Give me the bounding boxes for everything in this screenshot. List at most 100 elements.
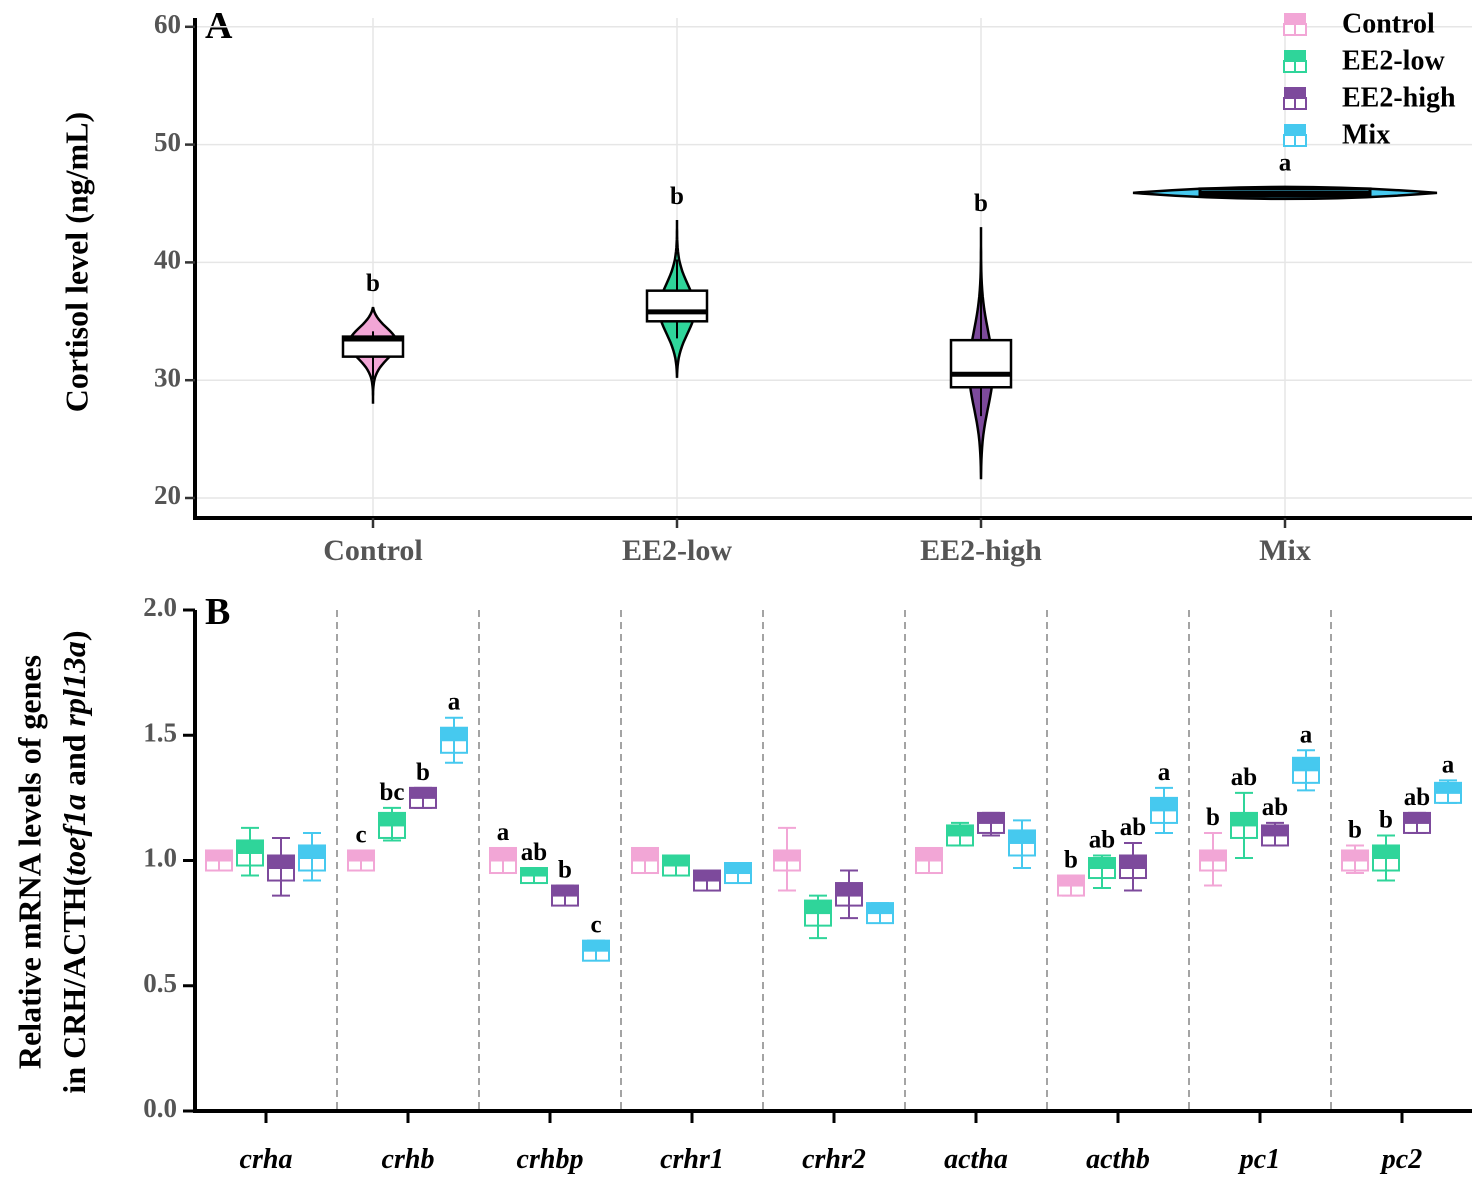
box-ee2-low-crhbp <box>520 867 548 885</box>
box-ee2-low-pc2 <box>1372 834 1400 882</box>
box-control-actha <box>915 846 943 875</box>
box-upper <box>1434 781 1462 794</box>
ylabel-prefix: in CRH/ACTH( <box>56 876 92 1094</box>
box-upper <box>631 846 659 862</box>
box-mix-pc1 <box>1292 749 1320 792</box>
legend-entry: EE2-high <box>1283 82 1456 113</box>
significance-letter: b <box>1348 816 1362 843</box>
box-mix-acthb <box>1150 786 1178 834</box>
gene-label: actha <box>944 1144 1008 1175</box>
box-ee2-high-crhbp <box>551 884 579 907</box>
gene-label: pc1 <box>1238 1144 1280 1175</box>
significance-letter: a <box>1442 751 1455 778</box>
box-upper <box>1261 824 1289 837</box>
box-ee2-low-crhr2 <box>804 894 832 940</box>
box-ee2-high-acthb <box>1119 841 1147 892</box>
y-tick-label: 0.0 <box>143 1093 177 1123</box>
y-tick-label: 2.0 <box>143 592 177 622</box>
legend-label: EE2-high <box>1342 82 1456 113</box>
box-upper <box>693 869 721 882</box>
significance-letter: b <box>974 190 988 217</box>
box-ee2-high <box>949 338 1013 389</box>
legend-swatch-fill <box>1284 124 1306 135</box>
box-mix-crhbp <box>582 939 610 962</box>
box-ee2-high-pc1 <box>1261 821 1289 847</box>
y-tick-label: 60 <box>154 9 181 39</box>
box-ee2-low-pc1 <box>1230 791 1258 859</box>
box-upper <box>205 849 233 862</box>
y-tick-label: 20 <box>154 480 181 510</box>
box-control-pc2 <box>1341 844 1369 875</box>
y-tick-label: 0.5 <box>143 968 177 998</box>
legend-label: Mix <box>1342 119 1390 150</box>
box-ee2-high-actha <box>977 811 1005 837</box>
box-upper <box>835 882 863 897</box>
box-upper <box>1403 811 1431 824</box>
box-upper <box>236 839 264 854</box>
box-ee2-low-crhb <box>378 806 406 842</box>
box-upper <box>724 862 752 875</box>
gene-label: crhb <box>382 1144 435 1175</box>
box-control-crhr2 <box>773 826 801 892</box>
box-upper <box>1150 796 1178 812</box>
gene-label: crhr2 <box>802 1144 866 1175</box>
box-upper <box>347 849 375 862</box>
gene-label: acthb <box>1086 1144 1150 1175</box>
box-upper <box>267 854 295 870</box>
box-upper <box>1008 829 1036 844</box>
legend-entry: Control <box>1283 8 1435 39</box>
significance-letter: ab <box>521 839 547 866</box>
box-ee2-high-pc2 <box>1403 811 1431 834</box>
box-upper <box>409 786 437 799</box>
significance-letter: a <box>1158 759 1171 786</box>
box-ee2-low-actha <box>946 821 974 847</box>
box-upper <box>1341 849 1369 862</box>
y-tick-label: 40 <box>154 245 181 275</box>
significance-letter: ab <box>1262 794 1288 821</box>
ylabel-gene2: rpl13a <box>56 641 92 726</box>
significance-letter: b <box>670 183 684 210</box>
box-upper <box>1057 874 1085 887</box>
gene-label: crha <box>240 1144 293 1175</box>
box-upper <box>298 844 326 859</box>
significance-letter: a <box>448 689 461 716</box>
box-mix-crhr1 <box>724 862 752 885</box>
significance-letter: b <box>558 857 572 884</box>
legend-swatch-fill <box>1284 87 1306 98</box>
box-control-crha <box>205 849 233 872</box>
box-ee2-high-crha <box>267 836 295 897</box>
gene-label: crhr1 <box>660 1144 724 1175</box>
box-upper <box>1119 854 1147 870</box>
gene-label: pc2 <box>1380 1144 1422 1175</box>
box-mix-crhb <box>440 716 468 764</box>
significance-letter: b <box>1206 804 1220 831</box>
panel-b-ylabel-line2: in CRH/ACTH(toef1a and rpl13a) <box>56 630 92 1093</box>
box-mix-actha <box>1008 819 1036 870</box>
box-upper <box>866 902 894 915</box>
box-upper <box>378 811 406 827</box>
box-ee2-high-crhb <box>409 786 437 809</box>
legend-label: Control <box>1342 8 1435 39</box>
box-upper <box>1230 811 1258 827</box>
panel-b-ylabel-line1: Relative mRNA levels of genes <box>11 655 47 1069</box>
box-upper <box>804 899 832 915</box>
box-upper <box>1372 844 1400 859</box>
x-tick-label: EE2-high <box>920 534 1042 567</box>
box-mix-pc2 <box>1434 779 1462 804</box>
y-tick-label: 1.0 <box>143 843 177 873</box>
x-tick-label: Mix <box>1259 534 1311 567</box>
box-mix-crha <box>298 831 326 882</box>
ylabel-mid: and <box>56 726 92 794</box>
box-ee2-low <box>645 289 709 323</box>
ylabel-suffix: ) <box>56 630 92 641</box>
box-ee2-high-crhr2 <box>835 869 863 920</box>
legend-entry: EE2-low <box>1283 45 1445 76</box>
box-upper <box>489 846 517 862</box>
box-control-acthb <box>1057 874 1085 897</box>
significance-letter: ab <box>1404 784 1430 811</box>
significance-letter: c <box>355 821 366 848</box>
box-upper <box>662 854 690 867</box>
ylabel-gene1: toef1a <box>56 794 92 876</box>
box-ee2-low-crhr1 <box>662 854 690 877</box>
